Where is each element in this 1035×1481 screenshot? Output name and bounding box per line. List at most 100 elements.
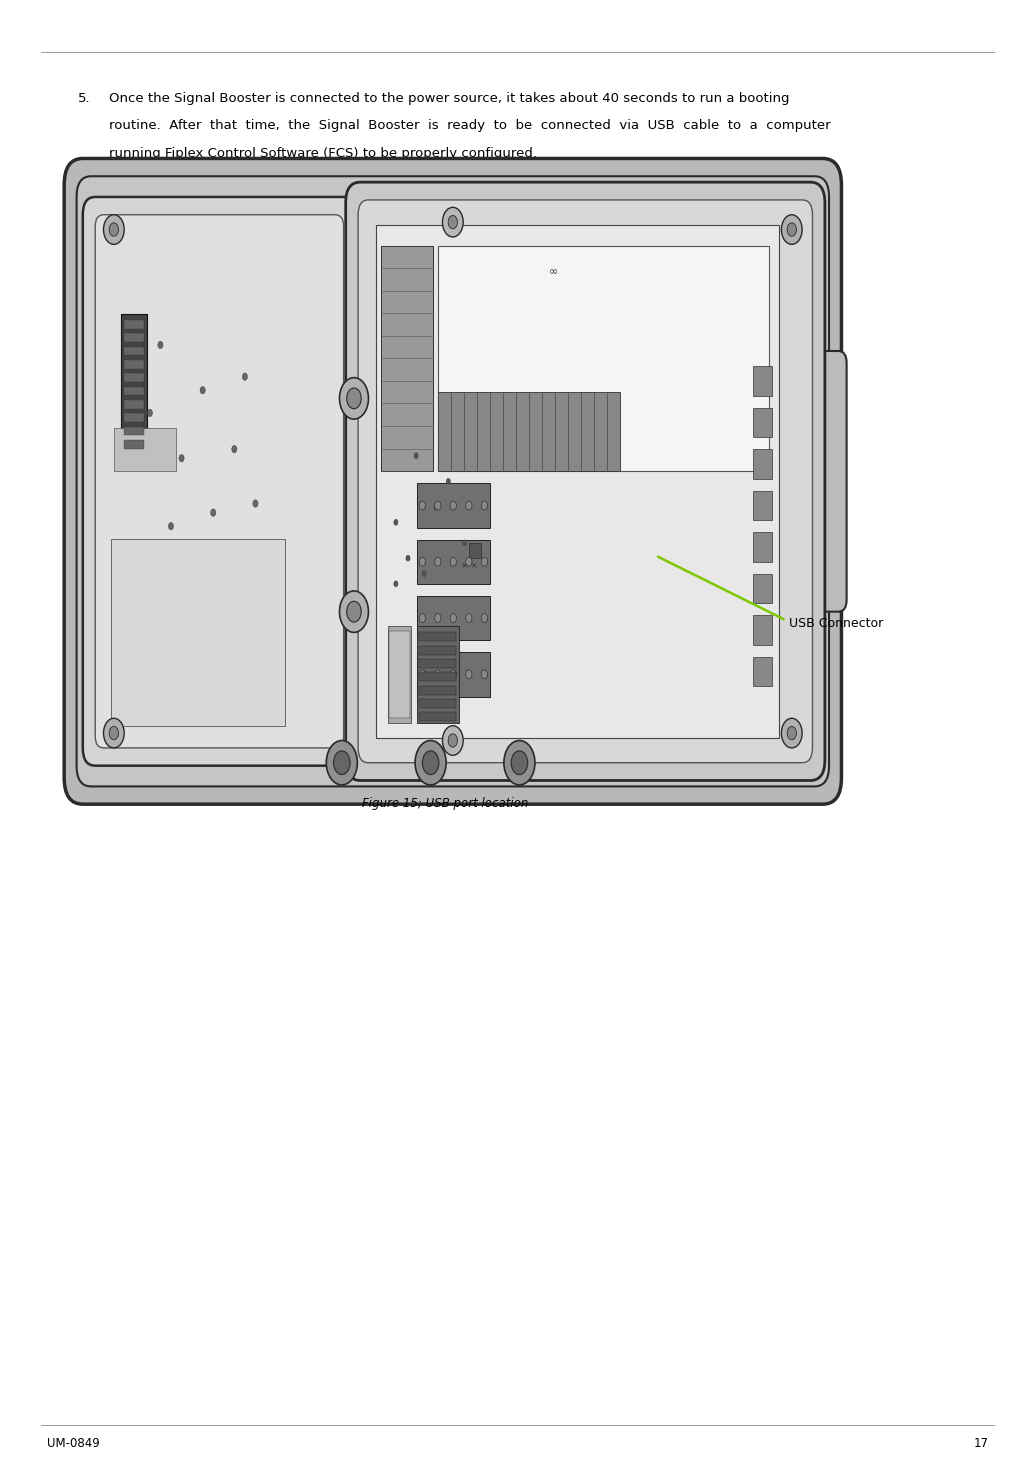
Circle shape bbox=[419, 669, 425, 678]
FancyBboxPatch shape bbox=[346, 182, 825, 780]
Circle shape bbox=[448, 733, 457, 746]
Circle shape bbox=[443, 726, 464, 755]
Bar bbox=[419, 712, 456, 721]
Circle shape bbox=[419, 613, 425, 622]
Bar bbox=[419, 659, 456, 668]
Circle shape bbox=[435, 501, 441, 509]
Circle shape bbox=[339, 378, 368, 419]
Circle shape bbox=[481, 613, 487, 622]
Circle shape bbox=[253, 499, 258, 507]
Circle shape bbox=[339, 591, 368, 632]
Circle shape bbox=[504, 740, 535, 785]
Text: running Fiplex Control Software (FCS) to be properly configured.: running Fiplex Control Software (FCS) to… bbox=[109, 147, 537, 160]
Bar bbox=[111, 539, 285, 726]
Circle shape bbox=[242, 373, 247, 381]
Bar bbox=[124, 400, 144, 409]
Text: UM-0849: UM-0849 bbox=[47, 1437, 99, 1450]
Bar bbox=[417, 652, 490, 696]
Bar bbox=[419, 672, 456, 681]
Circle shape bbox=[450, 557, 456, 566]
Circle shape bbox=[422, 751, 439, 775]
Circle shape bbox=[781, 215, 802, 244]
FancyBboxPatch shape bbox=[95, 215, 344, 748]
Circle shape bbox=[110, 222, 118, 237]
Bar bbox=[124, 413, 144, 422]
Circle shape bbox=[147, 409, 152, 416]
Bar bbox=[124, 387, 144, 395]
Circle shape bbox=[443, 207, 464, 237]
Bar bbox=[417, 539, 490, 584]
Circle shape bbox=[415, 740, 446, 785]
Circle shape bbox=[446, 478, 450, 484]
Bar bbox=[121, 314, 147, 455]
Bar bbox=[124, 320, 144, 329]
Bar bbox=[417, 626, 459, 723]
Circle shape bbox=[435, 613, 441, 622]
Circle shape bbox=[419, 501, 425, 509]
Bar bbox=[469, 544, 481, 558]
Text: Figure 15; USB port location: Figure 15; USB port location bbox=[362, 797, 528, 810]
Bar bbox=[753, 656, 772, 686]
Circle shape bbox=[347, 388, 361, 409]
FancyBboxPatch shape bbox=[83, 197, 356, 766]
Circle shape bbox=[481, 669, 487, 678]
Bar bbox=[753, 490, 772, 520]
FancyBboxPatch shape bbox=[358, 200, 812, 763]
Bar bbox=[438, 246, 769, 471]
Circle shape bbox=[104, 718, 124, 748]
Circle shape bbox=[333, 751, 350, 775]
Bar bbox=[438, 392, 620, 471]
FancyBboxPatch shape bbox=[64, 158, 841, 804]
Circle shape bbox=[450, 613, 456, 622]
Bar bbox=[389, 631, 410, 718]
Bar bbox=[419, 646, 456, 655]
Text: ∞: ∞ bbox=[550, 268, 558, 277]
Circle shape bbox=[179, 455, 184, 462]
Circle shape bbox=[463, 541, 467, 546]
Circle shape bbox=[466, 613, 472, 622]
Bar bbox=[124, 427, 144, 435]
Circle shape bbox=[435, 504, 439, 509]
Circle shape bbox=[466, 501, 472, 509]
Circle shape bbox=[435, 557, 441, 566]
Bar bbox=[417, 483, 490, 527]
Bar bbox=[753, 407, 772, 437]
Text: USB Connector: USB Connector bbox=[789, 618, 883, 629]
Circle shape bbox=[169, 523, 174, 530]
Bar bbox=[124, 347, 144, 355]
Text: Once the Signal Booster is connected to the power source, it takes about 40 seco: Once the Signal Booster is connected to … bbox=[109, 92, 789, 105]
Circle shape bbox=[450, 669, 456, 678]
Circle shape bbox=[394, 520, 397, 526]
Text: routine.  After  that  time,  the  Signal  Booster  is  ready  to  be  connected: routine. After that time, the Signal Boo… bbox=[109, 120, 830, 132]
Bar bbox=[388, 626, 411, 723]
Text: 17: 17 bbox=[974, 1437, 988, 1450]
Bar bbox=[124, 440, 144, 449]
Circle shape bbox=[787, 222, 797, 237]
Text: 5.: 5. bbox=[78, 92, 90, 105]
Bar bbox=[114, 428, 176, 471]
FancyBboxPatch shape bbox=[804, 351, 847, 612]
Bar bbox=[376, 225, 779, 738]
Bar bbox=[124, 373, 144, 382]
Circle shape bbox=[422, 570, 426, 576]
Text: × ×: × × bbox=[461, 561, 477, 570]
Circle shape bbox=[419, 557, 425, 566]
Circle shape bbox=[157, 341, 164, 348]
Circle shape bbox=[448, 215, 457, 230]
Bar bbox=[753, 615, 772, 644]
Bar bbox=[753, 366, 772, 395]
Circle shape bbox=[110, 727, 118, 739]
Circle shape bbox=[781, 718, 802, 748]
Circle shape bbox=[511, 751, 528, 775]
Circle shape bbox=[347, 601, 361, 622]
Bar bbox=[419, 686, 456, 695]
Circle shape bbox=[394, 581, 397, 586]
Circle shape bbox=[466, 557, 472, 566]
Circle shape bbox=[481, 557, 487, 566]
Circle shape bbox=[232, 446, 237, 453]
Circle shape bbox=[435, 669, 441, 678]
Circle shape bbox=[210, 509, 216, 517]
Circle shape bbox=[326, 740, 357, 785]
FancyBboxPatch shape bbox=[77, 176, 829, 786]
Bar bbox=[753, 532, 772, 561]
